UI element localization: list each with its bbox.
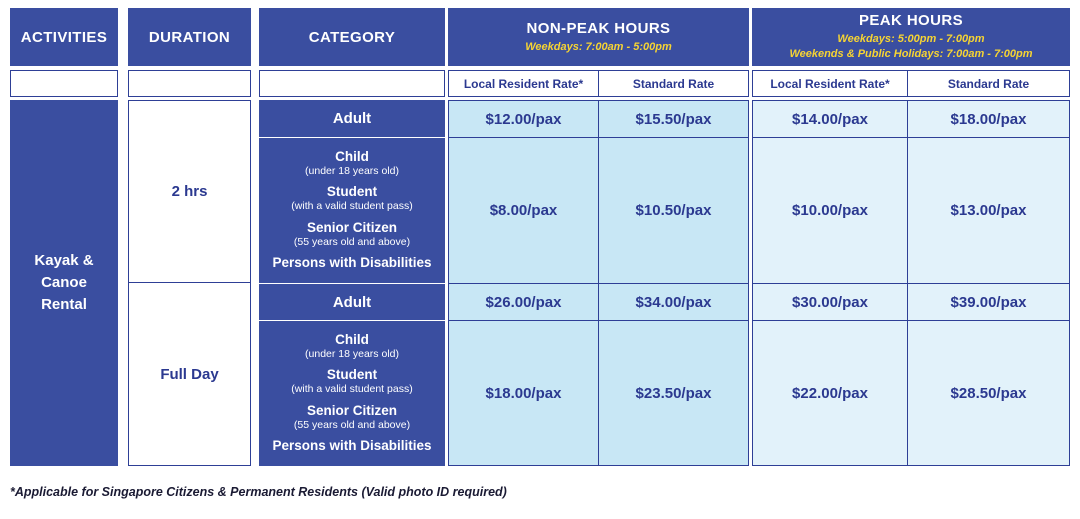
rate-cell: $22.00/pax — [752, 320, 907, 466]
category-cell-concessions: Child (under 18 years old) Student (with… — [259, 137, 445, 283]
category-label: Senior Citizen — [306, 219, 397, 235]
rate-cell: $10.50/pax — [598, 137, 749, 283]
category-group-disabilities: Persons with Disabilities — [272, 255, 432, 271]
non-peak-hours-header: NON-PEAK HOURS Weekdays: 7:00am - 5:00pm — [448, 8, 749, 66]
category-sublabel: (under 18 years old) — [305, 164, 399, 177]
category-label: Student — [326, 184, 378, 200]
rate-cell: $13.00/pax — [907, 137, 1070, 283]
duration-column-header: DURATION — [128, 8, 251, 66]
category-column-header: CATEGORY — [259, 8, 445, 66]
rate-column-header-peak-standard: Standard Rate — [907, 70, 1070, 97]
rate-cell: $10.00/pax — [752, 137, 907, 283]
rate-cell: $18.00/pax — [448, 320, 598, 466]
rate-column-header-nonpeak-standard: Standard Rate — [598, 70, 749, 97]
category-label: Student — [326, 367, 378, 383]
activity-name: Kayak & Canoe Rental — [34, 252, 94, 313]
category-group-child: Child (under 18 years old) — [305, 331, 399, 360]
rate-column-header-nonpeak-local-resident: Local Resident Rate* — [448, 70, 598, 97]
rates-infographic: ACTIVITIES DURATION CATEGORY NON-PEAK HO… — [0, 8, 1080, 519]
category-label: Persons with Disabilities — [272, 438, 432, 454]
rate-cell: $14.00/pax — [752, 100, 907, 137]
category-sublabel: (55 years old and above) — [293, 235, 411, 248]
non-peak-hours-title: NON-PEAK HOURS — [526, 19, 671, 37]
rate-cell: $30.00/pax — [752, 283, 907, 320]
category-group-student: Student (with a valid student pass) — [291, 184, 413, 213]
category-cell-adult: Adult — [259, 283, 445, 320]
rate-cell: $34.00/pax — [598, 283, 749, 320]
spacer-cell-duration — [128, 70, 251, 97]
duration-cell-fullday: Full Day — [128, 283, 251, 466]
peak-hours-header: PEAK HOURS Weekdays: 5:00pm - 7:00pm Wee… — [752, 8, 1070, 66]
category-label: Child — [335, 331, 369, 347]
activity-cell: Kayak & Canoe Rental — [10, 100, 118, 466]
category-sublabel: (with a valid student pass) — [291, 200, 413, 213]
spacer-cell-activities — [10, 70, 118, 97]
category-group-disabilities: Persons with Disabilities — [272, 438, 432, 454]
category-cell-adult: Adult — [259, 100, 445, 137]
non-peak-hours-subtitle: Weekdays: 7:00am - 5:00pm — [525, 40, 672, 53]
footnote: *Applicable for Singapore Citizens & Per… — [10, 485, 507, 499]
rate-cell: $18.00/pax — [907, 100, 1070, 137]
peak-hours-subtitle-weekends: Weekends & Public Holidays: 7:00am - 7:0… — [789, 48, 1033, 60]
rate-cell: $8.00/pax — [448, 137, 598, 283]
category-sublabel: (55 years old and above) — [293, 418, 411, 431]
pricing-table: ACTIVITIES DURATION CATEGORY NON-PEAK HO… — [10, 8, 1070, 466]
category-sublabel: (with a valid student pass) — [291, 383, 413, 396]
category-label: Senior Citizen — [306, 402, 397, 418]
peak-hours-title: PEAK HOURS — [858, 12, 963, 30]
rate-cell: $26.00/pax — [448, 283, 598, 320]
rate-cell: $12.00/pax — [448, 100, 598, 137]
category-group-student: Student (with a valid student pass) — [291, 367, 413, 396]
category-label: Child — [335, 148, 369, 164]
category-group-senior: Senior Citizen (55 years old and above) — [293, 219, 411, 248]
category-label: Persons with Disabilities — [272, 255, 432, 271]
rate-cell: $39.00/pax — [907, 283, 1070, 320]
activities-column-header: ACTIVITIES — [10, 8, 118, 66]
category-sublabel: (under 18 years old) — [305, 347, 399, 360]
category-cell-concessions: Child (under 18 years old) Student (with… — [259, 320, 445, 466]
category-group-child: Child (under 18 years old) — [305, 148, 399, 177]
duration-cell-2hrs: 2 hrs — [128, 100, 251, 283]
spacer-cell-category — [259, 70, 445, 97]
rate-cell: $23.50/pax — [598, 320, 749, 466]
category-group-senior: Senior Citizen (55 years old and above) — [293, 402, 411, 431]
rate-column-header-peak-local-resident: Local Resident Rate* — [752, 70, 907, 97]
rate-cell: $28.50/pax — [907, 320, 1070, 466]
rate-cell: $15.50/pax — [598, 100, 749, 137]
peak-hours-subtitle-weekdays: Weekdays: 5:00pm - 7:00pm — [837, 33, 985, 46]
